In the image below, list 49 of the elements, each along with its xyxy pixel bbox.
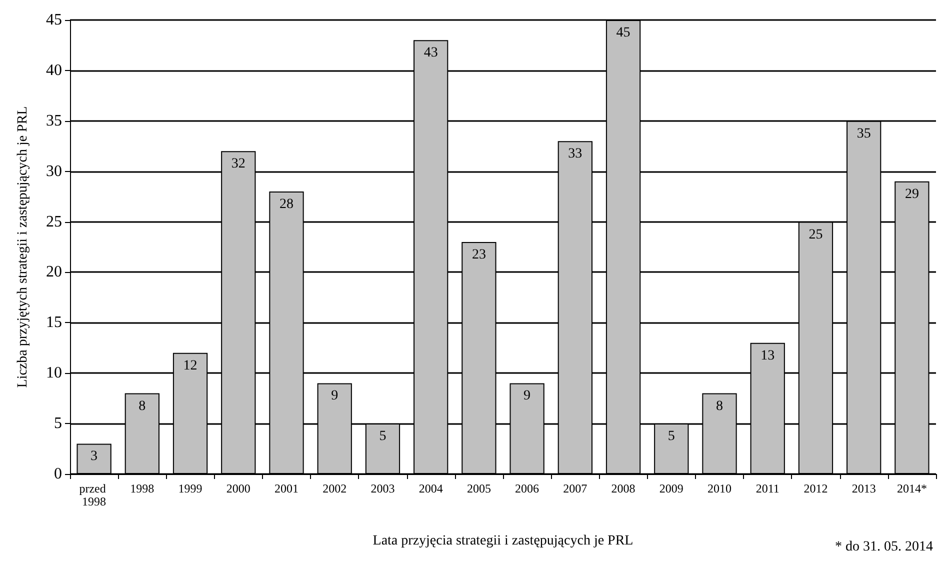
y-tick-label: 30 — [46, 162, 62, 180]
x-tick-label: 2005 — [466, 482, 491, 496]
x-tick-label: 2013 — [852, 482, 876, 496]
data-label: 3 — [90, 449, 98, 464]
x-tick-label: 2014* — [896, 482, 927, 496]
x-tick-label: 2011 — [756, 482, 780, 496]
x-tick-label: 2012 — [804, 482, 828, 496]
y-tick-label: 25 — [46, 213, 62, 230]
data-label: 5 — [668, 429, 675, 444]
data-label: 12 — [183, 358, 198, 374]
data-label: 28 — [280, 197, 294, 212]
x-tick-label: 2006 — [515, 482, 540, 496]
y-tick-label: 45 — [46, 12, 62, 28]
data-label: 23 — [472, 247, 486, 262]
y-tick-label: 5 — [54, 415, 62, 432]
x-tick-label: 2008 — [611, 482, 636, 496]
data-label: 29 — [904, 186, 919, 202]
x-tick-label: 2003 — [370, 482, 395, 496]
x-tick-label: 1999 — [178, 482, 202, 496]
data-label: 8 — [138, 398, 146, 414]
text: * do 31. 05. 2014 — [835, 540, 933, 554]
x-tick-label: przed 1998 — [79, 482, 109, 508]
data-label: 8 — [716, 398, 723, 414]
x-tick-label: 1998 — [130, 482, 154, 496]
data-label: 9 — [524, 388, 531, 404]
data-label: 45 — [616, 26, 630, 40]
y-tick-label: 10 — [46, 364, 62, 382]
data-label: 33 — [568, 146, 582, 162]
data-label: 32 — [231, 156, 246, 172]
data-label: 35 — [856, 126, 871, 142]
data-label: 25 — [808, 227, 823, 242]
x-tick-label: 2009 — [659, 482, 684, 496]
x-tick-label: 2010 — [708, 482, 732, 496]
x-tick-label: 2007 — [563, 482, 588, 496]
y-tick-label: 0 — [54, 466, 62, 482]
x-tick-label: 2004 — [418, 482, 443, 496]
y-tick-label: 20 — [46, 264, 62, 281]
data-label: 43 — [424, 46, 438, 61]
x-axis-title: Lata przyjęcia strategii i zastępujących je PRL — [372, 534, 634, 548]
y-tick-label: 15 — [46, 314, 62, 332]
x-tick-label: 2000 — [226, 482, 250, 496]
y-tick-label: 40 — [46, 62, 62, 79]
data-label: 9 — [331, 388, 338, 404]
x-tick-label: 2002 — [322, 482, 347, 496]
data-label: 5 — [379, 429, 386, 444]
y-axis-title: Liczba przyjętych strategii i zastępujących je PRL — [16, 106, 30, 388]
x-tick-label: 2001 — [274, 482, 298, 496]
y-tick-label: 35 — [46, 112, 62, 130]
data-label: 13 — [760, 348, 775, 364]
